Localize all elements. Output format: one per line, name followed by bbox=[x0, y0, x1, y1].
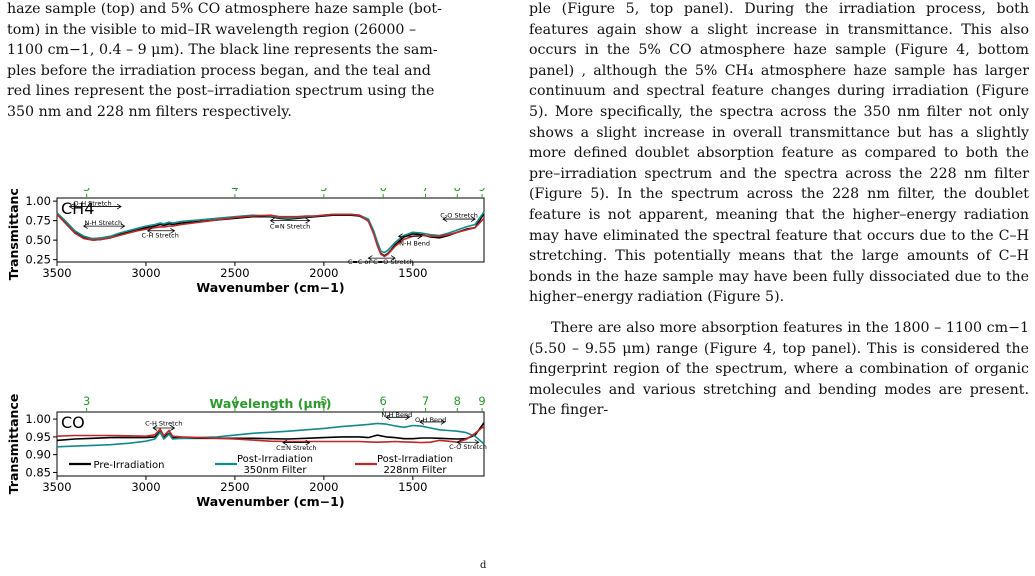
annotation-arrowhead bbox=[82, 223, 88, 229]
legend-label: 228nm Filter bbox=[383, 465, 447, 476]
annotation-arrowhead bbox=[440, 419, 446, 425]
annotation-arrowhead bbox=[367, 255, 373, 261]
annotation-label: N-H Stretch bbox=[84, 219, 122, 227]
annotation-arrowhead bbox=[170, 425, 176, 431]
annotation-label: N-H Bend bbox=[399, 239, 430, 247]
caption-line: red lines represent the post–irradiation… bbox=[7, 83, 435, 100]
x-tick-label: 3000 bbox=[131, 480, 160, 494]
top-tick-label: 8 bbox=[454, 394, 461, 408]
annotation-arrowhead bbox=[442, 216, 448, 222]
annotation-label: C≡N Stretch bbox=[270, 222, 310, 230]
y-tick-label: 0.25 bbox=[25, 253, 51, 267]
legend-label: Post-Irradiation bbox=[237, 454, 313, 465]
annotation-arrowhead bbox=[405, 414, 411, 421]
y-axis-label: Transmittance bbox=[6, 394, 21, 495]
panel-label: CO bbox=[61, 413, 85, 432]
x-tick-label: 3500 bbox=[42, 266, 71, 280]
x-tick-label: 2500 bbox=[220, 266, 249, 280]
annotation-arrowhead bbox=[456, 439, 462, 446]
series-line bbox=[56, 425, 485, 444]
annotation-label: O-H Bend bbox=[415, 416, 446, 424]
x-tick-label: 2000 bbox=[309, 480, 338, 494]
annotation-arrowhead bbox=[390, 255, 396, 261]
annotation-arrowhead bbox=[305, 439, 311, 446]
y-tick-label: 0.95 bbox=[25, 430, 51, 444]
caption-column: haze sample (top) and 5% CO atmosphere h… bbox=[7, 0, 505, 123]
top-tick-label: 7 bbox=[422, 188, 429, 194]
annotation-arrowhead bbox=[116, 203, 122, 210]
legend-label: Pre-Irradiation bbox=[93, 460, 164, 471]
annotation-arrowhead bbox=[385, 414, 391, 421]
body-paragraph-2: There are also more absorption features … bbox=[529, 319, 1029, 419]
annotation-label: C-H Stretch bbox=[145, 420, 182, 428]
annotation-arrowhead bbox=[419, 419, 425, 425]
y-tick-label: 0.90 bbox=[25, 448, 51, 462]
annotation-label: C≡N Stretch bbox=[276, 444, 316, 452]
x-tick-label: 3000 bbox=[131, 266, 160, 280]
x-tick-label: 2500 bbox=[220, 480, 249, 494]
annotation-label: O-H Stretch bbox=[74, 199, 112, 207]
top-tick-label: 8 bbox=[454, 188, 461, 194]
annotation-label: C-O Stretch bbox=[449, 443, 487, 451]
caption-line: ples before the irradiation process bega… bbox=[7, 62, 431, 79]
annotation-label: N-H Bend bbox=[381, 411, 412, 419]
top-tick-label: 4 bbox=[231, 394, 238, 408]
annotation-arrowhead bbox=[417, 233, 423, 240]
annotation-arrowhead bbox=[68, 203, 74, 210]
top-tick-label: 4 bbox=[231, 188, 238, 194]
annotation-arrowhead bbox=[397, 233, 403, 240]
y-axis-label: Transmittance bbox=[6, 188, 21, 280]
footnote-mark: d bbox=[480, 560, 487, 571]
annotation-label: C-O Stretch bbox=[440, 211, 478, 219]
top-tick-label: 7 bbox=[422, 394, 429, 408]
annotation-arrowhead bbox=[170, 227, 176, 234]
annotation-arrowhead bbox=[474, 439, 480, 446]
top-tick-label: 3 bbox=[83, 394, 90, 408]
annotation-label: C-H Stretch bbox=[142, 232, 179, 240]
top-axis-label: Wavelength (μm) bbox=[210, 396, 332, 411]
annotation-arrowhead bbox=[282, 439, 288, 446]
top-tick-label: 3 bbox=[83, 188, 90, 194]
spectra-figure: 3500 3000 2500 2000 1500 Wavenumber (cm−1) 0.2… bbox=[0, 188, 505, 576]
series-line bbox=[56, 422, 485, 442]
body-column: ple (Figure 5, top panel). During the ir… bbox=[529, 0, 1029, 421]
caption-line: tom) in the visible to mid–IR wavelength… bbox=[7, 21, 417, 38]
x-tick-label: 3500 bbox=[42, 480, 71, 494]
y-tick-label: 0.50 bbox=[25, 233, 51, 247]
y-tick-label: 0.75 bbox=[25, 214, 51, 228]
series-line bbox=[56, 422, 485, 448]
caption-line: 1100 cm−1, 0.4 – 9 μm). The black line r… bbox=[7, 42, 438, 59]
legend-label: 350nm Filter bbox=[243, 465, 307, 476]
annotation-arrowhead bbox=[305, 217, 311, 224]
top-tick-label: 6 bbox=[380, 188, 387, 194]
top-tick-label: 5 bbox=[320, 188, 327, 194]
y-tick-label: 1.00 bbox=[25, 412, 51, 426]
caption-line: 350 nm and 228 nm filters respectively. bbox=[7, 103, 292, 120]
x-axis-label: Wavenumber (cm−1) bbox=[196, 494, 344, 509]
x-tick-label: 1500 bbox=[398, 480, 427, 494]
plot-frame bbox=[56, 197, 485, 263]
annotation-arrowhead bbox=[152, 425, 158, 431]
top-tick-label: 9 bbox=[478, 188, 485, 194]
x-axis-label: Wavenumber (cm−1) bbox=[196, 280, 344, 295]
top-tick-label: 5 bbox=[320, 394, 327, 408]
annotation-arrowhead bbox=[269, 217, 275, 224]
annotation-arrowhead bbox=[120, 223, 126, 229]
body-paragraph-1: ple (Figure 5, top panel). During the ir… bbox=[529, 1, 1029, 306]
top-tick-label: 9 bbox=[478, 394, 485, 408]
series-line bbox=[56, 213, 485, 258]
caption-line: haze sample (top) and 5% CO atmosphere h… bbox=[7, 1, 442, 17]
annotation-arrowhead bbox=[470, 216, 476, 222]
top-tick-label: 6 bbox=[380, 394, 387, 408]
annotation-arrowhead bbox=[146, 227, 152, 234]
x-tick-label: 1500 bbox=[398, 266, 427, 280]
panel-label: CH4 bbox=[61, 199, 94, 218]
y-tick-label: 1.00 bbox=[25, 194, 51, 208]
y-tick-label: 0.85 bbox=[25, 465, 51, 479]
legend-label: Post-Irradiation bbox=[377, 454, 453, 465]
annotation-label: C=C or C=O Stretch bbox=[348, 258, 414, 266]
x-tick-label: 2000 bbox=[309, 266, 338, 280]
spectra-figure-svg: 3500 3000 2500 2000 1500 Wavenumber (cm−1) 0.2… bbox=[6, 188, 487, 509]
